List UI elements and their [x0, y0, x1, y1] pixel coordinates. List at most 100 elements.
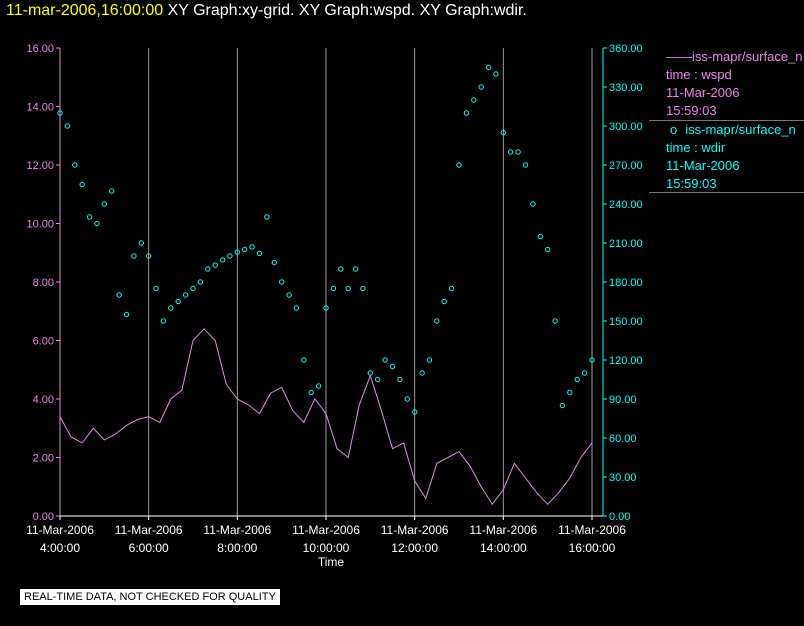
wdir-point — [271, 259, 277, 266]
wdir-point — [138, 240, 145, 246]
wdir-point — [485, 64, 492, 71]
right-y-tick-label: 120.00 — [609, 355, 643, 367]
wdir-point — [552, 318, 558, 324]
grid — [148, 48, 593, 516]
wdir-point — [249, 244, 255, 250]
wdir-point — [375, 376, 381, 383]
wdir-point — [197, 279, 204, 285]
x-tick-label-time: 8:00:00 — [217, 541, 257, 555]
wdir-point — [57, 110, 63, 116]
wdir-point — [256, 250, 263, 257]
title-bar: 11-mar-2006,16:00:00 XY Graph:xy-grid. X… — [6, 2, 527, 20]
right-y-tick-label: 150.00 — [609, 316, 643, 328]
wdir-point — [352, 266, 359, 272]
x-tick-label-time: 14:00:00 — [480, 541, 527, 555]
legend-date: 11-Mar-2006 — [666, 85, 740, 100]
wdir-point — [463, 110, 470, 116]
wdir-point — [367, 370, 373, 376]
wdir-point — [412, 409, 418, 415]
wdir-point — [190, 285, 196, 292]
right-y-tick-label: 210.00 — [609, 238, 643, 250]
wdir-point — [168, 305, 174, 311]
wdir-point — [264, 214, 270, 220]
wdir-point — [559, 402, 566, 409]
wdir-point — [508, 149, 514, 155]
wdir-point — [109, 188, 115, 194]
wdir-point — [338, 266, 344, 272]
wdir-point — [308, 389, 314, 396]
wdir-point — [574, 376, 580, 383]
wdir-series — [57, 64, 595, 415]
wdir-point — [478, 84, 484, 90]
wdir-point — [419, 370, 425, 376]
legend-time: 15:59:03 — [666, 103, 717, 118]
wdir-point — [153, 285, 159, 292]
wdir-point — [567, 389, 573, 396]
wdir-point — [448, 285, 455, 292]
wdir-point — [581, 370, 588, 376]
wdir-point — [441, 298, 447, 305]
wspd-line — [59, 328, 593, 506]
right-y-tick-label: 90.00 — [609, 394, 637, 406]
legend-quantity: time : wspd — [666, 67, 732, 82]
left-y-tick-label: 6.00 — [33, 336, 54, 348]
right-y-tick-label: 360.00 — [609, 43, 643, 55]
wdir-point — [360, 285, 366, 292]
wdir-point — [175, 298, 181, 305]
x-tick-label-date: 11-Mar-2006 — [115, 523, 183, 537]
x-tick-label-time: 6:00:00 — [129, 541, 169, 555]
wdir-point — [79, 181, 85, 188]
wdir-point — [286, 292, 292, 298]
legend-marker-circle: o — [670, 122, 678, 137]
legend-entry-wspd: ——iss-mapr/surface_n time : wspd 11-Mar-… — [666, 48, 803, 120]
wdir-point — [522, 162, 529, 168]
wdir-point — [404, 396, 410, 402]
wdir-point — [530, 201, 536, 207]
axes: 11-Mar-2006 4:00:00 11-Mar-2006 6:00:00 11-M… — [26, 43, 643, 555]
legend-entry-wdir: o iss-mapr/surface_n time : wdir 11-Mar-2… — [666, 121, 796, 193]
right-y-tick-label: 30.00 — [609, 472, 637, 484]
wdir-point — [205, 266, 211, 272]
left-y-tick-label: 12.00 — [26, 160, 54, 172]
wdir-point — [500, 129, 506, 136]
wdir-point — [397, 376, 403, 383]
legend-time: 15:59:03 — [666, 176, 717, 191]
wdir-point — [182, 292, 189, 298]
x-tick-label-date: 11-Mar-2006 — [558, 523, 626, 537]
wdir-point — [212, 262, 218, 268]
wdir-point — [382, 357, 388, 363]
wdir-point — [515, 149, 521, 155]
legend-series-name: iss-mapr/surface_n — [692, 49, 803, 64]
right-y-tick-label: 60.00 — [609, 433, 637, 445]
left-y-tick-label: 4.00 — [33, 394, 54, 406]
right-y-tick-label: 0.00 — [609, 511, 630, 523]
right-y-tick-label: 180.00 — [609, 277, 643, 289]
wdir-point — [426, 357, 433, 363]
x-tick-label-date: 11-Mar-2006 — [469, 523, 537, 537]
x-tick-label-date: 11-Mar-2006 — [381, 523, 449, 537]
x-tick-label-time: 10:00:00 — [303, 541, 350, 555]
legend-divider — [649, 120, 804, 121]
x-tick-label-date: 11-Mar-2006 — [26, 523, 94, 537]
wdir-point — [279, 279, 285, 285]
right-y-tick-label: 330.00 — [609, 82, 643, 94]
wdir-point — [160, 318, 167, 324]
left-y-tick-label: 8.00 — [33, 277, 54, 289]
wdir-point — [293, 305, 300, 311]
wdir-point — [123, 311, 130, 318]
x-tick-label-date: 11-Mar-2006 — [203, 523, 271, 537]
wdir-point — [493, 71, 499, 77]
wdir-point — [323, 305, 329, 311]
wdir-point — [116, 292, 122, 298]
wdir-point — [131, 253, 137, 259]
x-tick-label-date: 11-Mar-2006 — [292, 523, 360, 537]
wdir-point — [345, 285, 351, 292]
wdir-point — [86, 214, 93, 220]
x-tick-label-time: 12:00:00 — [391, 541, 438, 555]
wspd-series — [59, 328, 593, 506]
wdir-point — [301, 357, 307, 363]
wdir-point — [456, 162, 462, 168]
wdir-point — [72, 162, 78, 168]
wdir-point — [471, 97, 477, 103]
wdir-point — [219, 257, 226, 263]
